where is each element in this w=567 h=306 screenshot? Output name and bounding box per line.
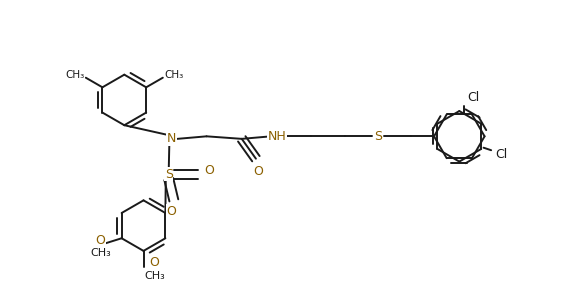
Text: O: O: [95, 234, 105, 247]
Text: Cl: Cl: [467, 91, 480, 104]
Text: NH: NH: [268, 130, 286, 143]
Text: CH₃: CH₃: [90, 248, 111, 259]
Text: S: S: [165, 168, 173, 181]
Text: N: N: [167, 132, 176, 145]
Text: O: O: [150, 256, 159, 269]
Text: CH₃: CH₃: [144, 271, 165, 281]
Text: S: S: [374, 130, 382, 143]
Text: O: O: [166, 205, 176, 218]
Text: CH₃: CH₃: [164, 70, 184, 80]
Text: Cl: Cl: [495, 148, 507, 161]
Text: O: O: [253, 165, 263, 178]
Text: CH₃: CH₃: [65, 70, 84, 80]
Text: O: O: [204, 163, 214, 177]
